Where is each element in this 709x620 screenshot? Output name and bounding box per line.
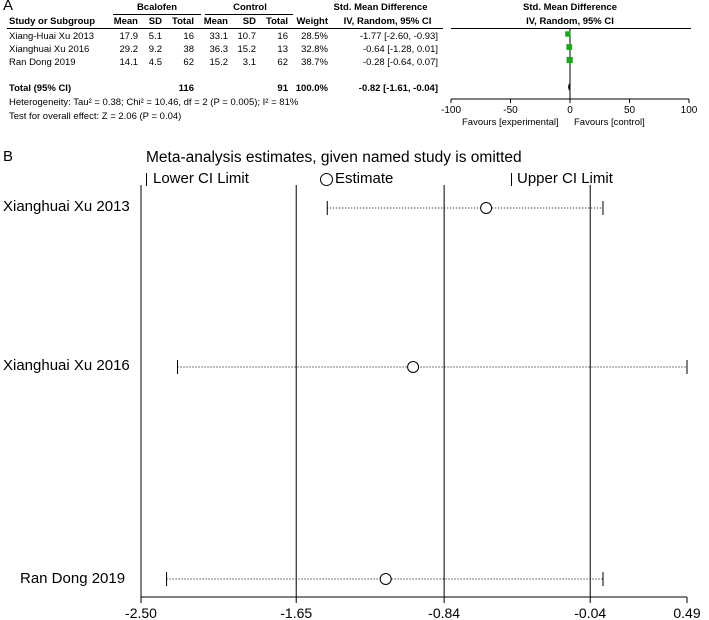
total1-sum: 116: [178, 83, 194, 94]
x-tick-label: -1.65: [280, 605, 312, 620]
sensitivity-plot: -2.50 -1.65 -0.84 -0.04 0.49: [125, 185, 701, 620]
mean2-header: Mean: [203, 16, 228, 27]
total1-cell: 38: [183, 44, 194, 55]
sd2-cell: 3.1: [242, 57, 256, 68]
panel-b-label: B: [3, 148, 14, 165]
upper-ci-legend-mark: [511, 173, 512, 186]
ci-cell: -0.64 [-1.28, 0.01]: [363, 44, 438, 55]
sd2-header: SD: [242, 16, 256, 27]
sd1-cell: 5.1: [148, 31, 162, 42]
total1-cell: 62: [183, 57, 194, 68]
mean1-cell: 29.2: [119, 44, 139, 55]
x-tick-label: -0.84: [428, 605, 460, 620]
sd2-cell: 10.7: [237, 31, 257, 42]
plot-header-rule: [451, 28, 691, 29]
group2-underline: [205, 14, 293, 15]
mean1-cell: 17.9: [119, 31, 139, 42]
group2-header: Control: [233, 2, 267, 13]
sd2-cell: 15.2: [237, 44, 257, 55]
x-tick-label: -2.50: [125, 605, 157, 620]
estimate-marker: [480, 202, 493, 214]
total2-cell: 62: [277, 57, 288, 68]
weight-cell: 28.5%: [301, 31, 328, 42]
ci-cell: -0.28 [-0.64, 0.07]: [363, 57, 438, 68]
study-marker: [566, 56, 573, 64]
overall-effect-text: Test for overall effect: Z = 2.06 (P = 0…: [9, 111, 182, 122]
heterogeneity-text: Heterogeneity: Tau² = 0.38; Chi² = 10.46…: [9, 97, 299, 108]
estimate-marker: [407, 361, 420, 373]
mean2-cell: 36.3: [209, 44, 229, 55]
x-tick-label: -0.04: [574, 605, 606, 620]
total1-header: Total: [172, 16, 194, 27]
study-marker: [565, 31, 571, 37]
favours-left-label: Favours [experimental]: [462, 117, 559, 128]
header-rule: [7, 28, 443, 29]
study-label: Ran Dong 2019: [20, 570, 126, 587]
study-label: Xianghuai Xu 2016: [3, 357, 130, 374]
weight-header: Weight: [296, 16, 329, 27]
plot-sub-header: IV, Random, 95% CI: [526, 16, 614, 27]
forest-tick-label: -50: [503, 105, 518, 116]
chart-title: Meta-analysis estimates, given named stu…: [146, 149, 522, 166]
mean1-header: Mean: [113, 16, 138, 27]
mean2-cell: 15.2: [209, 57, 229, 68]
estimate-legend-mark: [320, 173, 333, 186]
total2-header: Total: [266, 16, 288, 27]
estimate-legend-label: Estimate: [335, 170, 394, 187]
upper-ci-legend-label: Upper CI Limit: [517, 170, 613, 187]
study-name: Ran Dong 2019: [9, 57, 76, 68]
study-header: Study or Subgroup: [9, 16, 96, 27]
mean1-cell: 14.1: [119, 57, 139, 68]
total-ci: -0.82 [-1.61, -0.04]: [358, 83, 438, 94]
smd-top-header: Std. Mean Difference: [333, 2, 428, 13]
total2-cell: 13: [277, 44, 288, 55]
plot-top-header: Std. Mean Difference: [523, 2, 617, 13]
mean2-cell: 33.1: [209, 31, 229, 42]
panel-a-label: A: [3, 0, 14, 14]
sd1-header: SD: [148, 16, 162, 27]
group1-header: Bcalofen: [136, 2, 178, 13]
lower-ci-legend-label: Lower CI Limit: [153, 170, 249, 187]
total2-sum: 91: [277, 83, 288, 94]
forest-tick-label: 50: [624, 105, 636, 116]
total1-cell: 16: [183, 31, 194, 42]
estimate-marker: [379, 573, 392, 585]
group1-underline: [113, 14, 201, 15]
ci-cell: -1.77 [-2.60, -0.93]: [359, 31, 438, 42]
pooled-diamond: [568, 83, 570, 91]
lower-ci-legend-mark: [146, 173, 147, 186]
forest-plot: -100 -50 0 50 100: [441, 28, 698, 116]
study-name: Xiang-Huai Xu 2013: [9, 31, 95, 42]
forest-tick-label: 100: [681, 105, 698, 116]
weight-cell: 38.7%: [301, 57, 328, 68]
forest-tick-label: -100: [441, 105, 461, 116]
total-weight: 100.0%: [295, 83, 328, 94]
sd1-cell: 4.5: [148, 57, 162, 68]
smd-sub-header: IV, Random, 95% CI: [343, 16, 432, 27]
x-tick-label: 0.49: [673, 605, 700, 620]
total-label: Total (95% CI): [9, 83, 72, 94]
total2-cell: 16: [277, 31, 288, 42]
weight-cell: 32.8%: [301, 44, 328, 55]
study-name: Xianghuai Xu 2016: [9, 44, 90, 55]
favours-right-label: Favours [control]: [574, 117, 645, 128]
sd1-cell: 9.2: [148, 44, 162, 55]
study-label: Xianghuai Xu 2013: [3, 198, 130, 215]
study-marker: [566, 44, 573, 50]
forest-tick-label: 0: [567, 105, 573, 116]
